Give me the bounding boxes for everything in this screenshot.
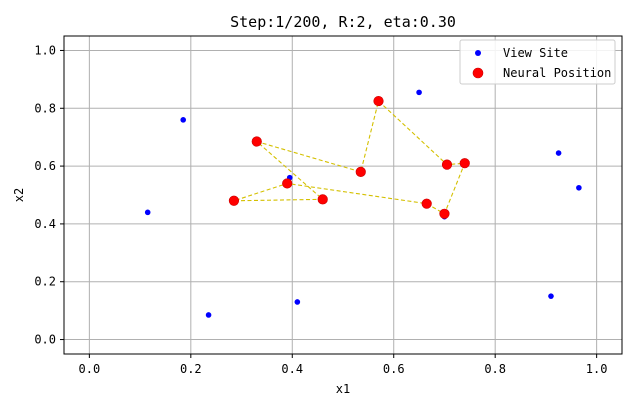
view-site-point — [294, 299, 301, 305]
x-tick-label: 0.8 — [484, 362, 506, 376]
y-tick-label: 0.8 — [34, 101, 56, 115]
neural-position-point — [251, 136, 262, 147]
neural-position-point — [441, 159, 453, 170]
legend-label-view-site: View Site — [503, 46, 568, 60]
y-tick-label: 1.0 — [34, 43, 56, 57]
plot-frame — [63, 35, 623, 355]
neural-path — [233, 100, 466, 215]
neural-position-points — [228, 95, 470, 219]
view-site-point — [576, 184, 582, 191]
neural-position-point — [373, 95, 384, 107]
neural-position-point — [282, 178, 293, 189]
grid-lines — [64, 36, 622, 354]
y-ticks: 0.0 0.2 0.4 0.6 0.8 1.0 — [34, 43, 64, 347]
legend: View Site Neural Position — [459, 39, 616, 85]
x-tick-label: 0.4 — [281, 362, 303, 376]
x-tick-label: 0.2 — [180, 362, 202, 376]
neural-position-point — [355, 166, 366, 177]
neural-position-point — [459, 158, 470, 169]
x-ticks: 0.0 0.2 0.4 0.6 0.8 1.0 — [79, 354, 608, 376]
legend-marker-neural-position — [472, 67, 484, 79]
view-site-point — [144, 209, 151, 216]
view-site-point — [416, 89, 422, 96]
y-tick-label: 0.2 — [34, 275, 56, 289]
neural-position-point — [228, 195, 240, 206]
x-axis-label: x1 — [336, 382, 350, 396]
x-tick-label: 0.6 — [383, 362, 405, 376]
legend-label-neural-position: Neural Position — [503, 66, 611, 80]
view-site-point — [205, 312, 212, 318]
view-site-point — [180, 117, 187, 123]
x-tick-label: 1.0 — [586, 362, 608, 376]
y-tick-label: 0.0 — [34, 333, 56, 347]
legend-marker-view-site — [475, 50, 481, 56]
view-site-point — [555, 150, 562, 156]
neural-position-point — [421, 198, 432, 209]
legend-box — [459, 39, 616, 85]
y-tick-label: 0.6 — [34, 159, 56, 173]
chart-title: Step:1/200, R:2, eta:0.30 — [230, 13, 456, 31]
view-site-point — [548, 293, 554, 299]
view-site-points — [144, 89, 582, 318]
x-tick-label: 0.0 — [79, 362, 101, 376]
y-tick-label: 0.4 — [34, 217, 56, 231]
neural-position-point — [317, 194, 328, 205]
neural-path-line — [233, 100, 466, 215]
neural-position-point — [439, 208, 450, 219]
y-axis-label: x2 — [12, 188, 26, 202]
